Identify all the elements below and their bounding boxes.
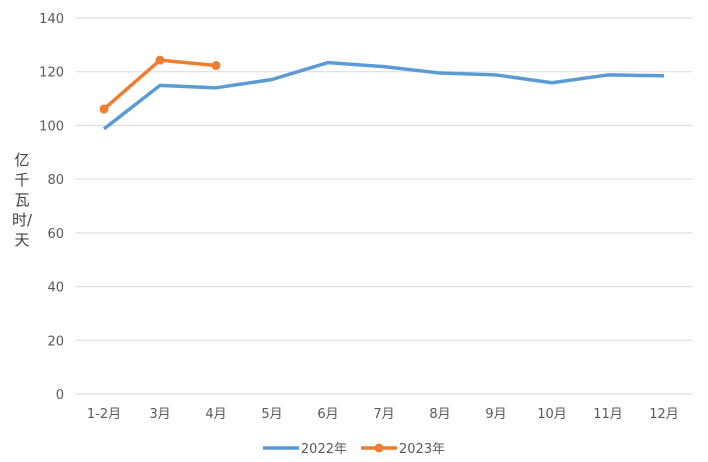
x-tick-label: 6月 [317,407,338,422]
y-tick-label: 60 [47,227,64,242]
legend-swatch [262,445,299,450]
x-tick-label: 10月 [537,407,567,422]
y-tick-label: 20 [47,334,64,349]
x-tick-label: 5月 [261,407,282,422]
y-tick-label: 40 [47,281,64,296]
legend-label: 2022年 [300,442,347,457]
x-tick-label: 12月 [649,407,679,422]
legend-swatch [361,443,397,452]
data-point [99,104,109,114]
y-tick-label: 140 [39,12,64,27]
x-tick-label: 9月 [485,407,506,422]
x-tick-label: 1-2月 [87,407,121,422]
data-point [211,61,221,71]
y-tick-label: 0 [56,388,64,403]
legend-item: 2023年 [361,438,445,457]
x-tick-label: 8月 [429,407,450,422]
data-point [155,55,165,65]
y-tick-label: 120 [39,66,64,81]
series-line-2022年 [102,60,665,131]
x-tick-label: 4月 [205,407,226,422]
legend: 2022年 2023年 [0,438,708,457]
y-axis-label: 亿千瓦时/天 [12,151,33,249]
legend-label: 2023年 [399,442,446,457]
legend-item: 2022年 [262,438,347,457]
x-tick-label: 11月 [593,407,623,422]
x-tick-label: 7月 [373,407,394,422]
y-tick-label: 80 [47,173,64,188]
x-tick-label: 3月 [149,407,170,422]
y-tick-label: 100 [39,119,64,134]
